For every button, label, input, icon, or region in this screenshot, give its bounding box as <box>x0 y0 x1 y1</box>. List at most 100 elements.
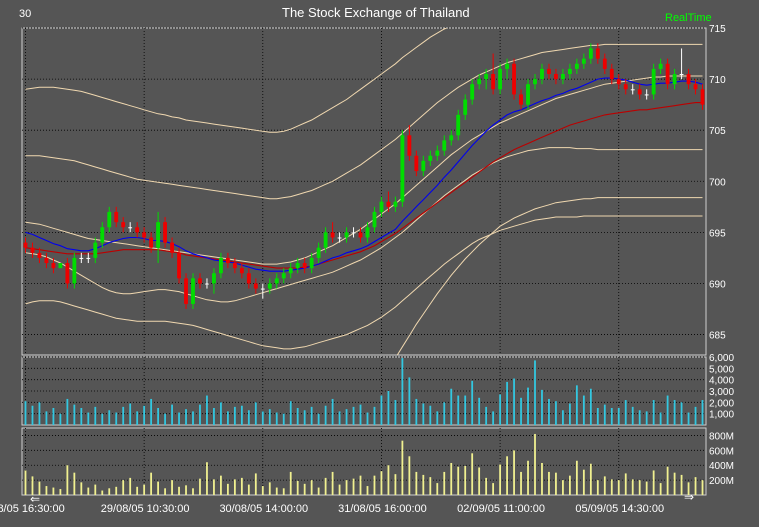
realtime-label[interactable]: RealTime <box>665 12 712 24</box>
candle-body <box>512 63 516 95</box>
candle-body <box>400 135 405 202</box>
volume-bar <box>485 406 488 425</box>
volume-bar <box>631 406 634 425</box>
volume-bar <box>143 405 146 425</box>
candle-body <box>491 73 496 90</box>
volume-bar <box>352 406 355 425</box>
candle-body <box>128 227 133 229</box>
value-bar <box>199 478 201 495</box>
time-tick-label: 30/08/05 14:00:00 <box>219 503 308 515</box>
candle-body <box>560 73 565 80</box>
value-bar <box>247 484 250 495</box>
band-line-3 <box>25 147 703 303</box>
value-tick-label: 400M <box>709 461 734 472</box>
value-bar <box>666 466 669 495</box>
volume-bar <box>240 405 243 425</box>
candle-body <box>651 68 656 95</box>
volume-tick-label: 6,000 <box>709 353 734 364</box>
value-bar <box>129 477 132 495</box>
value-bar <box>624 473 627 495</box>
candle-body <box>379 201 384 212</box>
volume-tick-label: 2,000 <box>709 398 734 409</box>
value-bar <box>527 460 529 495</box>
value-tick-label: 800M <box>709 431 734 442</box>
candle-body <box>672 73 677 85</box>
candle-body <box>386 201 391 207</box>
candle-body <box>505 63 510 69</box>
candle-body <box>323 232 328 248</box>
candle-body <box>463 99 468 115</box>
value-bar <box>520 471 522 495</box>
value-bar <box>24 470 27 495</box>
value-bar <box>387 465 390 495</box>
value-bar <box>436 483 439 495</box>
value-bar <box>429 477 432 495</box>
candle-body <box>58 263 63 269</box>
volume-bar <box>415 398 418 425</box>
candle-body <box>121 222 126 228</box>
scroll-right-arrow[interactable]: ⇒ <box>684 490 695 504</box>
candle-body <box>44 257 49 264</box>
volume-bar <box>199 404 201 425</box>
candle-body <box>547 68 551 74</box>
value-bar <box>59 489 62 495</box>
volume-bar <box>87 412 90 425</box>
value-bar <box>115 486 118 495</box>
value-bar <box>394 474 397 495</box>
value-bar <box>548 471 550 495</box>
volume-bar <box>289 401 292 425</box>
band-line-2 <box>25 75 703 265</box>
value-bar <box>401 440 404 495</box>
candle-body <box>351 232 356 234</box>
value-bar <box>240 477 243 495</box>
price-tick-label: 705 <box>709 126 726 137</box>
volume-bar <box>666 395 669 425</box>
volume-bar <box>401 358 404 425</box>
volume-bar <box>359 404 362 425</box>
price-tick-label: 695 <box>709 228 726 239</box>
volume-bar <box>506 381 508 425</box>
candle-body <box>693 84 698 90</box>
candle-body <box>428 155 433 161</box>
volume-bar <box>192 411 194 425</box>
value-bar <box>254 473 257 495</box>
candle-body <box>114 211 119 223</box>
candle-body <box>637 89 642 95</box>
value-tick-label: 600M <box>709 446 734 457</box>
volume-bar <box>331 398 334 425</box>
volume-bar <box>150 398 153 425</box>
candle-body <box>107 211 112 228</box>
value-bar <box>596 480 599 495</box>
price-panel-frame <box>21 27 707 356</box>
band-line-1 <box>25 43 703 200</box>
volume-bar <box>59 413 62 425</box>
scroll-left-arrow[interactable]: ⇐ <box>30 492 41 506</box>
value-bar <box>185 485 187 495</box>
volume-bar <box>52 408 55 425</box>
volume-bar <box>548 398 550 425</box>
volume-tick-label: 1,000 <box>709 410 734 421</box>
band-line-4 <box>25 215 703 350</box>
value-bar <box>694 477 697 495</box>
value-bar <box>192 488 194 495</box>
chart-title: The Stock Exchange of Thailand <box>282 5 470 20</box>
value-bar <box>303 483 306 495</box>
candle-body <box>274 278 279 284</box>
candle-body <box>142 232 147 238</box>
candle-body <box>686 73 691 85</box>
candle-body <box>665 63 670 85</box>
value-bar <box>492 483 495 495</box>
volume-bar <box>394 400 397 425</box>
candle-body <box>449 135 454 141</box>
candle-body <box>37 252 42 258</box>
time-tick-label: /08/05 16:30:00 <box>0 503 65 515</box>
candle-body <box>533 79 537 85</box>
volume-bar <box>422 403 425 425</box>
value-bar <box>680 474 683 495</box>
value-bar <box>408 456 411 495</box>
candle-body <box>100 227 105 243</box>
candle-body <box>435 150 440 156</box>
volume-bar <box>527 387 529 425</box>
candle-body <box>588 48 593 59</box>
